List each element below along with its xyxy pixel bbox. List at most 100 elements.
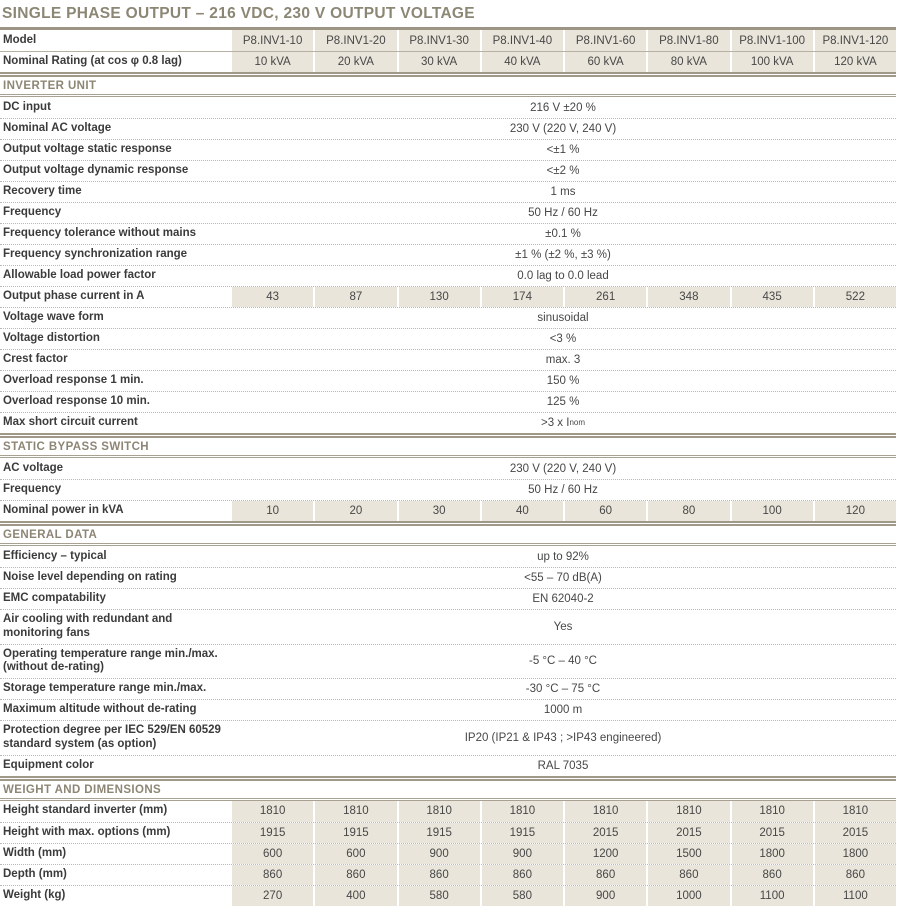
table-row-0-11: Voltage distortion <3 % bbox=[0, 328, 896, 349]
row-cell: 2015 bbox=[731, 822, 813, 843]
row-cell: 2015 bbox=[565, 822, 647, 843]
table-row-1-1: Frequency 50 Hz / 60 Hz bbox=[0, 479, 896, 500]
table-row-3-4: Weight (kg) 270 400 580 580 900 1000 1100 1100 bbox=[0, 884, 896, 906]
row-cell: P8.INV1-100 bbox=[731, 30, 813, 51]
row-cell: 1810 bbox=[481, 800, 563, 822]
row-label: Height standard inverter (mm) bbox=[0, 800, 230, 822]
row-cell: 1800 bbox=[731, 843, 813, 864]
row-cell: 40 kVA bbox=[481, 52, 563, 72]
row-value: <55 – 70 dB(A) bbox=[524, 572, 602, 584]
table-row-0-2: Output voltage static response <±1 % bbox=[0, 139, 896, 160]
table-row-0-1: Nominal AC voltage 230 V (220 V, 240 V) bbox=[0, 118, 896, 139]
title-rule bbox=[0, 27, 896, 30]
row-cells: 270 400 580 580 900 1000 1100 1100 bbox=[232, 885, 896, 906]
row-cell: P8.INV1-80 bbox=[648, 30, 730, 51]
table-row-0-7: Frequency synchronization range ±1 % (±2 … bbox=[0, 244, 896, 265]
row-cells: 1810 1810 1810 1810 1810 1810 1810 1810 bbox=[232, 800, 896, 822]
row-cell: 860 bbox=[232, 864, 314, 885]
row-cells: P8.INV1-10 P8.INV1-20 P8.INV1-30 P8.INV1-40… bbox=[232, 30, 896, 51]
row-label: EMC compatability bbox=[0, 589, 230, 609]
row-cell: P8.INV1-120 bbox=[814, 30, 896, 51]
row-cell: 348 bbox=[648, 287, 730, 307]
row-label: Efficiency – typical bbox=[0, 546, 230, 567]
row-cell: 60 kVA bbox=[565, 52, 647, 72]
section-header-inverter-unit: INVERTER UNIT bbox=[0, 72, 896, 97]
table-row-3-0: Height standard inverter (mm) 1810 1810 181… bbox=[0, 800, 896, 822]
row-cell: 522 bbox=[814, 287, 896, 307]
section-body: DC input 216 V ±20 % Nominal AC voltage 230… bbox=[0, 97, 896, 433]
row-cell: 30 bbox=[398, 501, 480, 521]
row-value: IP20 (IP21 & IP43 ; >IP43 engineered) bbox=[464, 731, 662, 744]
row-label: Voltage distortion bbox=[0, 329, 230, 349]
row-cell: 580 bbox=[398, 885, 480, 906]
row-value: EN 62040-2 bbox=[532, 593, 594, 605]
row-label: Frequency bbox=[0, 480, 230, 500]
row-label: Max short circuit current bbox=[0, 413, 230, 433]
row-value: 125 % bbox=[546, 396, 580, 408]
row-label: Allowable load power factor bbox=[0, 266, 230, 286]
row-label: Crest factor bbox=[0, 350, 230, 370]
row-cells: 860 860 860 860 860 860 860 860 bbox=[232, 864, 896, 885]
table-row-2-8: Equipment color RAL 7035 bbox=[0, 754, 896, 776]
table-row-1-2: Nominal power in kVA 10 20 30 40 60 80 100 120 bbox=[0, 500, 896, 521]
row-cell: 1100 bbox=[814, 885, 896, 906]
row-cell: 174 bbox=[481, 287, 563, 307]
row-cell: 860 bbox=[565, 864, 647, 885]
row-cell: 270 bbox=[232, 885, 314, 906]
row-cell: 1810 bbox=[648, 800, 730, 822]
row-value: max. 3 bbox=[545, 354, 581, 366]
row-cell: 860 bbox=[731, 864, 813, 885]
row-cell: 2015 bbox=[814, 822, 896, 843]
row-cell: 120 kVA bbox=[814, 52, 896, 72]
table-row-0-10: Voltage wave form sinusoidal bbox=[0, 307, 896, 328]
row-cell: 100 kVA bbox=[731, 52, 813, 72]
row-cell: 860 bbox=[315, 864, 397, 885]
row-cell: 860 bbox=[648, 864, 730, 885]
row-cell: 1810 bbox=[232, 800, 314, 822]
row-cell: 40 bbox=[481, 501, 563, 521]
row-cell: 80 kVA bbox=[648, 52, 730, 72]
row-value: 1000 m bbox=[543, 704, 583, 717]
row-cells: 600 600 900 900 1200 1500 1800 1800 bbox=[232, 843, 896, 864]
row-label: Output voltage dynamic response bbox=[0, 161, 230, 181]
row-cell: 860 bbox=[814, 864, 896, 885]
row-cell: P8.INV1-10 bbox=[232, 30, 314, 51]
table-row-3-1: Height with max. options (mm) 1915 1915 191… bbox=[0, 821, 896, 843]
row-cell: 860 bbox=[398, 864, 480, 885]
section-body: Height standard inverter (mm) 1810 1810 181… bbox=[0, 800, 896, 906]
table-row-0-13: Overload response 1 min. 150 % bbox=[0, 370, 896, 391]
row-label: Equipment color bbox=[0, 755, 230, 776]
row-cell: 20 kVA bbox=[315, 52, 397, 72]
table-row-2-3: Air cooling with redundant and monitorin… bbox=[0, 609, 896, 644]
table-row-2-5: Storage temperature range min./max. -30 °… bbox=[0, 678, 896, 700]
table-row-0-12: Crest factor max. 3 bbox=[0, 349, 896, 370]
row-cells: 10 kVA 20 kVA 30 kVA 40 kVA 60 kVA 80 kVA 100 … bbox=[232, 52, 896, 72]
row-label: Protection degree per IEC 529/EN 60529 s… bbox=[0, 721, 230, 755]
row-label: Noise level depending on rating bbox=[0, 568, 230, 588]
spec-table: Model P8.INV1-10 P8.INV1-20 P8.INV1-30 P8.IN… bbox=[0, 30, 896, 906]
row-label: Frequency tolerance without mains bbox=[0, 224, 230, 244]
row-cell: 580 bbox=[481, 885, 563, 906]
row-cell: 2015 bbox=[648, 822, 730, 843]
row-value: 216 V ±20 % bbox=[530, 101, 596, 114]
row-cell: 1915 bbox=[398, 822, 480, 843]
row-label: Depth (mm) bbox=[0, 864, 230, 885]
row-cells: 10 20 30 40 60 80 100 120 bbox=[232, 501, 896, 521]
row-label: Height with max. options (mm) bbox=[0, 822, 230, 843]
row-cells: 1915 1915 1915 1915 2015 2015 2015 2015 bbox=[232, 822, 896, 843]
table-row-0-6: Frequency tolerance without mains ±0.1 % bbox=[0, 223, 896, 244]
table-row-3-3: Depth (mm) 860 860 860 860 860 860 860 860 bbox=[0, 863, 896, 885]
table-row-2-7: Protection degree per IEC 529/EN 60529 s… bbox=[0, 720, 896, 755]
table-row-0-0: DC input 216 V ±20 % bbox=[0, 97, 896, 118]
table-row-rating: Nominal Rating (at cos φ 0.8 lag) 10 kVA 2… bbox=[0, 51, 896, 72]
table-row-1-0: AC voltage 230 V (220 V, 240 V) bbox=[0, 458, 896, 479]
row-cell: 87 bbox=[315, 287, 397, 307]
row-value: sinusoidal bbox=[537, 312, 589, 324]
row-cell: 1800 bbox=[814, 843, 896, 864]
row-label: Voltage wave form bbox=[0, 308, 230, 328]
row-label: Model bbox=[0, 30, 230, 51]
row-cell: 1810 bbox=[814, 800, 896, 822]
row-value: <±1 % bbox=[546, 144, 580, 156]
row-label: Nominal Rating (at cos φ 0.8 lag) bbox=[0, 52, 230, 72]
